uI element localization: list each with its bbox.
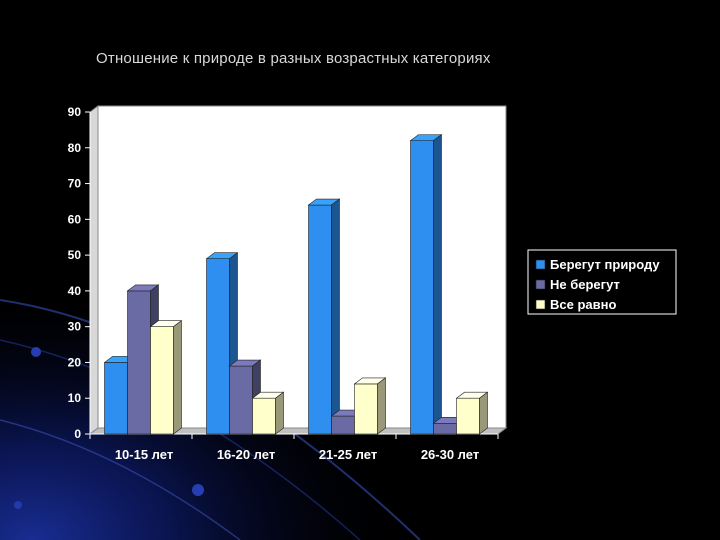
bar — [307, 198, 341, 435]
bar-side — [377, 377, 386, 435]
legend-label: Все равно — [550, 297, 616, 312]
x-tick-label: 26-30 лет — [421, 447, 479, 462]
bar — [409, 134, 443, 435]
y-tick-label: 30 — [68, 320, 82, 334]
legend-swatch — [535, 259, 546, 270]
bar-front — [252, 397, 276, 435]
y-tick-label: 60 — [68, 212, 82, 226]
bar-front — [229, 365, 253, 435]
legend-label: Берегут природу — [550, 257, 660, 272]
x-tick-label: 21-25 лет — [319, 447, 377, 462]
y-tick-label: 50 — [68, 248, 82, 262]
plot-side-wall — [89, 105, 99, 435]
bar-front — [308, 204, 332, 435]
bar-front — [104, 362, 128, 435]
bar-front — [456, 397, 480, 435]
y-tick-label: 40 — [68, 284, 82, 298]
bar — [455, 391, 489, 435]
bar-side — [173, 320, 182, 435]
chart-title: Отношение к природе в разных возрастных … — [96, 50, 491, 67]
y-tick-label: 70 — [68, 177, 82, 191]
legend-swatch — [535, 279, 546, 290]
bar-front — [331, 415, 355, 435]
bar-side — [331, 198, 340, 435]
bar-front — [127, 290, 151, 435]
legend-swatch — [535, 299, 546, 310]
bar — [353, 377, 387, 435]
bar-front — [354, 383, 378, 435]
plot-area: 0 10 20 30 40 50 60 70 80 90 10-15 лет 16-20 лет 21-… — [68, 105, 508, 462]
bar-front — [410, 140, 434, 435]
y-tick-label: 0 — [74, 427, 81, 441]
y-tick-label: 80 — [68, 141, 82, 155]
legend-box — [527, 249, 677, 315]
y-tick-label: 90 — [68, 105, 82, 119]
legend-label: Не берегут — [550, 277, 620, 292]
bar-side — [479, 391, 488, 435]
x-tick-label: 16-20 лет — [217, 447, 275, 462]
y-tick-label: 10 — [68, 391, 82, 405]
bar-side — [433, 134, 442, 435]
x-tick-label: 10-15 лет — [115, 447, 173, 462]
bar — [149, 320, 183, 435]
bar — [251, 391, 285, 435]
bar-front — [206, 258, 230, 435]
chart-legend: Берегут природу Не берегут Все равно — [527, 249, 677, 315]
bar-front — [150, 326, 174, 435]
bar-front — [433, 422, 457, 435]
bar-side — [275, 391, 284, 435]
y-tick-label: 20 — [68, 355, 82, 369]
